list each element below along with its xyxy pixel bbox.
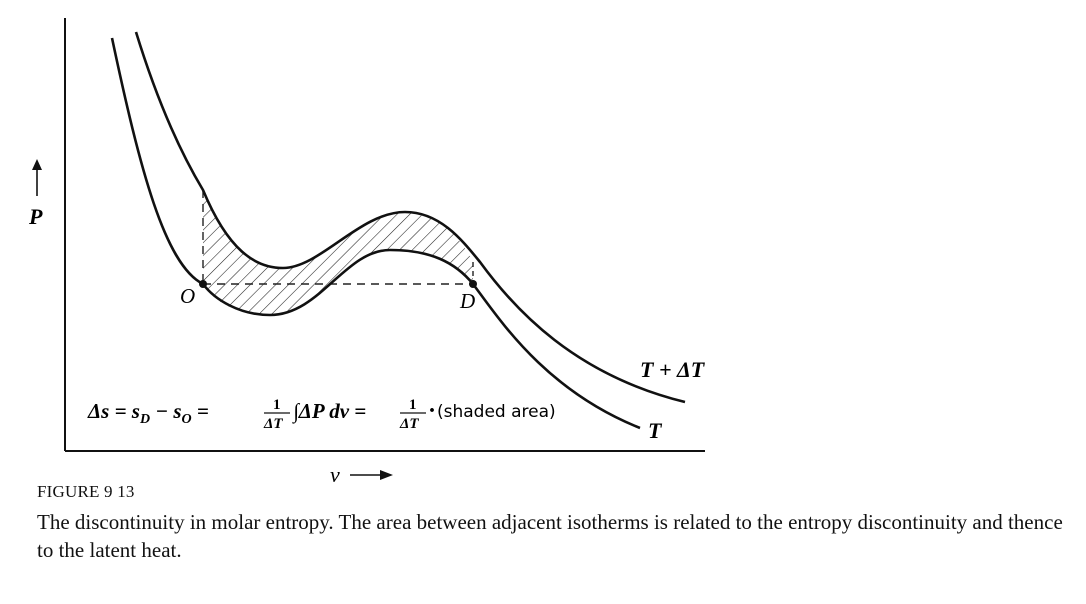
isotherm-upper-label: T + ΔT (640, 357, 706, 382)
eq-frac1-den: ΔT (263, 416, 283, 432)
y-arrow-head (32, 159, 42, 170)
shaded-area (203, 190, 473, 315)
x-arrow-head (380, 470, 393, 480)
point-o-label: O (180, 284, 195, 308)
eq-dot: · (428, 398, 436, 424)
eq-integral: ∫ΔP dv = (292, 399, 366, 424)
point-d-label: D (459, 289, 475, 313)
figure-caption: The discontinuity in molar entropy. The … (37, 510, 1063, 562)
eq-sub-d: D (139, 412, 150, 427)
eq-minus: − s (150, 399, 181, 423)
x-axis-label: v (330, 462, 340, 485)
point-o (199, 280, 207, 288)
point-d (469, 280, 477, 288)
figure-caption-block: FIGURE 9 13 The discontinuity in molar e… (37, 482, 1067, 564)
eq-lhs: Δs = s (87, 399, 140, 423)
eq-frac1-num: 1 (273, 397, 281, 413)
figure-label: FIGURE 9 13 (37, 482, 135, 501)
eq-sub-o: O (182, 412, 192, 427)
eq-frac2-den: ΔT (399, 416, 419, 432)
isotherm-t (110, 37, 641, 430)
eq-shaded: (shaded area) (437, 402, 556, 422)
isotherm-t-plus-dt (134, 31, 686, 404)
eq-equals: = (192, 399, 209, 423)
isotherm-diagram: O D P v T + ΔT T Δs = sD − sO = 1 ΔT ∫ΔP… (28, 18, 706, 485)
svg-text:Δs = sD − sO =: Δs = sD − sO = (87, 399, 209, 427)
entropy-equation: Δs = sD − sO = 1 ΔT ∫ΔP dv = 1 ΔT · (sha… (87, 397, 556, 432)
y-axis-label: P (28, 204, 43, 229)
isotherm-lower-label: T (648, 418, 663, 443)
eq-frac2-num: 1 (409, 397, 417, 413)
